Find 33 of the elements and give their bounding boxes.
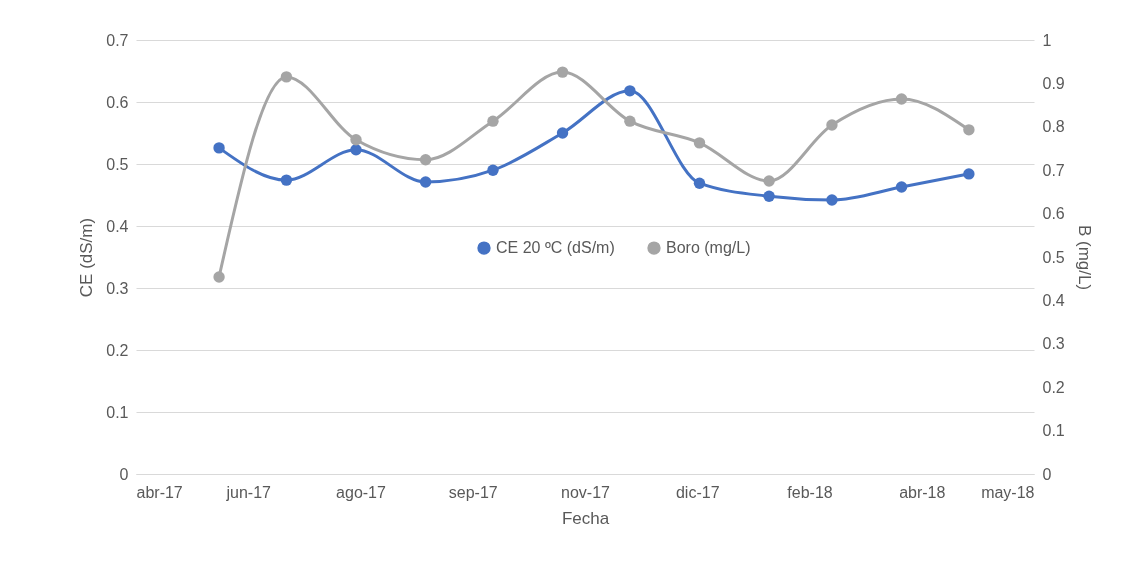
y2-tick-label: 0.3	[1042, 335, 1065, 353]
y-tick-label: 0.7	[106, 31, 129, 49]
x-tick-label: sep-17	[448, 483, 498, 501]
y2-tick-label: 0.6	[1042, 205, 1065, 223]
y2-tick-label: 0.7	[1042, 161, 1065, 179]
y2-tick-label: 0.8	[1042, 118, 1065, 136]
x-tick-label: may-18	[981, 483, 1035, 501]
x-tick-label: jun-17	[225, 483, 272, 501]
x-tick-label: nov-17	[561, 483, 611, 501]
y-tick-label: 0	[119, 465, 129, 483]
y-tick-label: 0.3	[106, 279, 129, 297]
y2-tick-label: 1	[1042, 31, 1052, 49]
x-tick-label: abr-17	[136, 483, 183, 501]
legend-label: CE 20 ºC (dS/m)	[496, 239, 615, 257]
y2-axis-title: B (mg/L)	[1074, 224, 1094, 291]
legend-label: Boro (mg/L)	[666, 239, 751, 257]
y-tick-label: 0.1	[106, 403, 129, 421]
y2-tick-label: 0.4	[1042, 291, 1065, 309]
x-tick-label: abr-18	[899, 483, 946, 501]
y2-tick-label: 0.5	[1042, 248, 1065, 266]
x-axis-title: Fecha	[561, 508, 610, 528]
y-axis-title: CE (dS/m)	[77, 217, 97, 298]
y-tick-label: 0.6	[106, 93, 129, 111]
y2-tick-label: 0.9	[1042, 74, 1065, 92]
y-tick-label: 0.4	[106, 217, 129, 235]
x-tick-label: feb-18	[787, 483, 833, 501]
y2-tick-label: 0	[1042, 465, 1052, 483]
x-tick-label: dic-17	[675, 483, 720, 501]
y2-tick-label: 0.1	[1042, 422, 1065, 440]
x-tick-label: ago-17	[336, 483, 387, 501]
y-tick-label: 0.5	[106, 155, 129, 173]
y2-tick-label: 0.2	[1042, 378, 1065, 396]
y-tick-label: 0.2	[106, 341, 129, 359]
